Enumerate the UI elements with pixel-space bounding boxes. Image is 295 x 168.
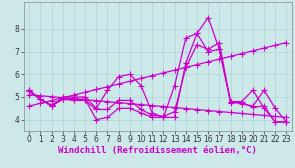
X-axis label: Windchill (Refroidissement éolien,°C): Windchill (Refroidissement éolien,°C) — [58, 146, 257, 155]
